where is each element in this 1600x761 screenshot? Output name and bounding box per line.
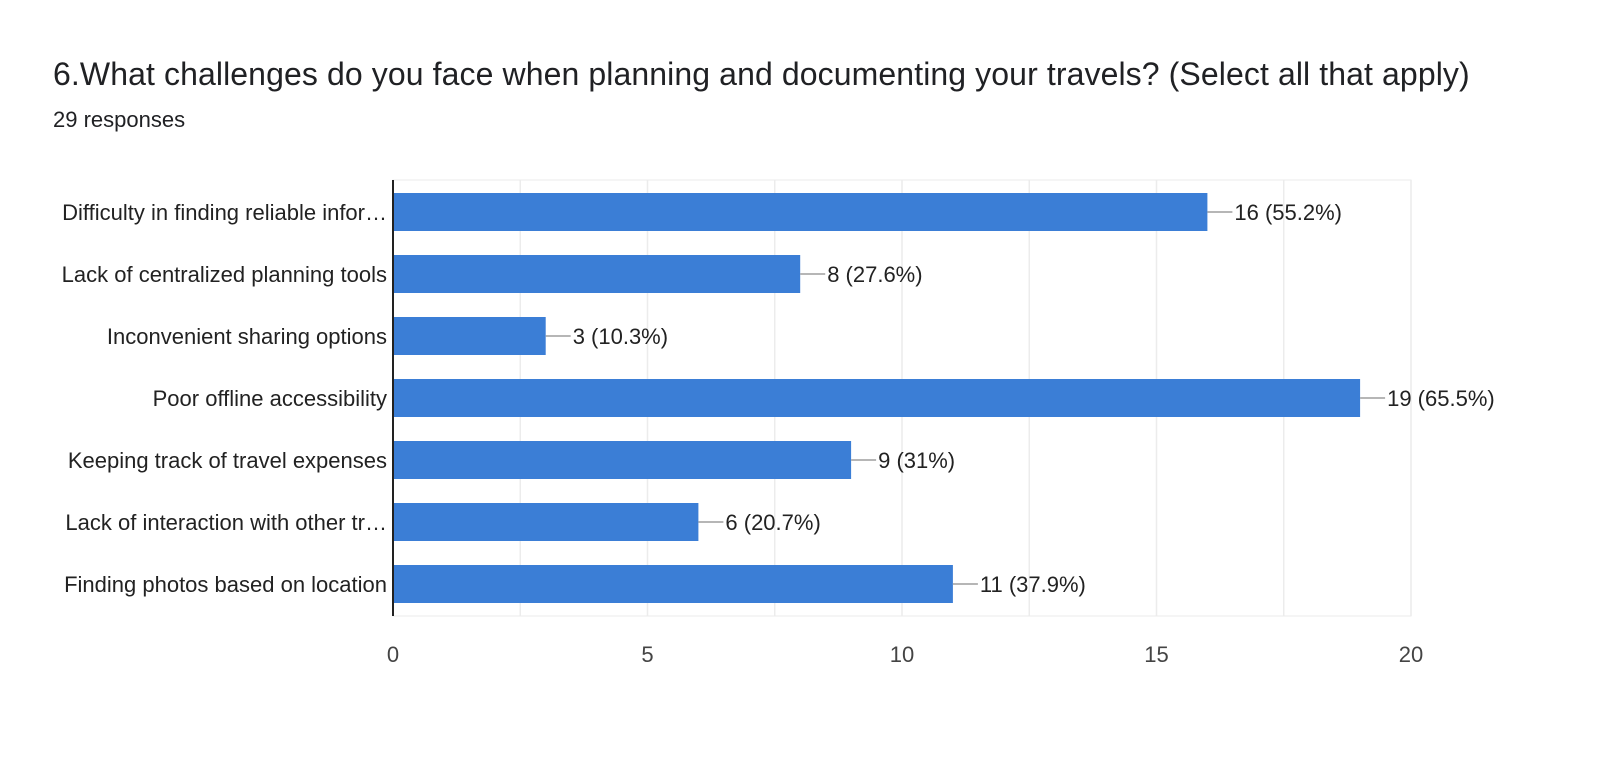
bar — [393, 379, 1361, 417]
data-label: 19 (65.5%) — [1387, 386, 1495, 411]
data-label: 9 (31%) — [878, 448, 955, 473]
category-label: Keeping track of travel expenses — [68, 448, 387, 473]
data-label: 6 (20.7%) — [725, 510, 820, 535]
category-label: Lack of interaction with other tr… — [65, 510, 387, 535]
bar — [393, 317, 546, 355]
question-title: 6.What challenges do you face when plann… — [53, 56, 1470, 92]
x-tick-label: 0 — [387, 642, 399, 667]
bar — [393, 441, 852, 479]
data-label: 3 (10.3%) — [573, 324, 668, 349]
category-label: Inconvenient sharing options — [107, 324, 387, 349]
bar — [393, 503, 699, 541]
x-tick-label: 15 — [1144, 642, 1168, 667]
x-tick-label: 20 — [1399, 642, 1423, 667]
bar — [393, 193, 1208, 231]
category-label: Lack of centralized planning tools — [62, 262, 387, 287]
x-tick-label: 5 — [641, 642, 653, 667]
data-label: 16 (55.2%) — [1234, 200, 1342, 225]
category-label: Poor offline accessibility — [153, 386, 387, 411]
x-tick-label: 10 — [890, 642, 914, 667]
response-count: 29 responses — [53, 107, 186, 132]
bar — [393, 255, 801, 293]
category-label: Finding photos based on location — [64, 572, 387, 597]
bar — [393, 565, 953, 603]
data-label: 8 (27.6%) — [827, 262, 922, 287]
category-label: Difficulty in finding reliable infor… — [62, 200, 387, 225]
data-label: 11 (37.9%) — [980, 572, 1086, 597]
